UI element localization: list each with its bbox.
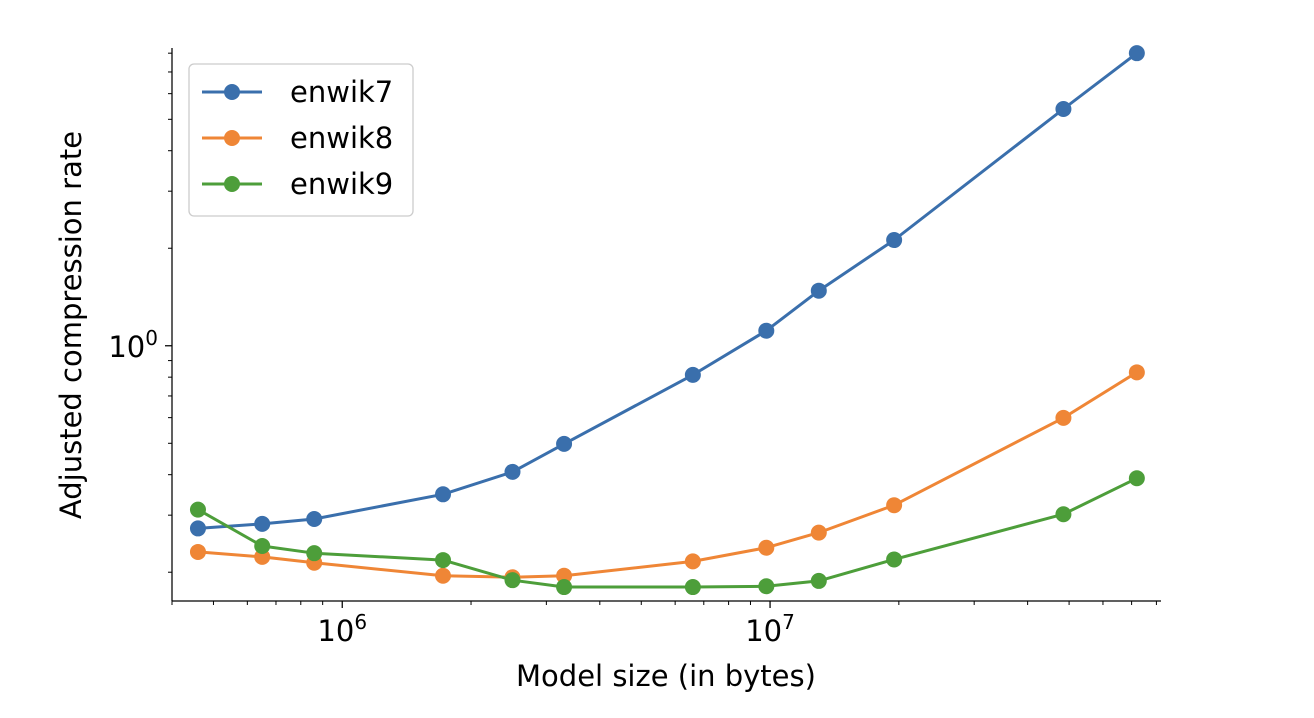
data-point-enwik9 [556, 579, 573, 596]
data-point-enwik9 [435, 552, 452, 569]
legend-label: enwik7 [290, 75, 393, 109]
legend-marker [224, 84, 240, 100]
data-point-enwik8 [189, 543, 206, 560]
data-point-enwik8 [1055, 409, 1072, 426]
data-point-enwik7 [556, 435, 573, 452]
series-enwik7 [189, 45, 1145, 537]
series-line-enwik9 [197, 476, 1138, 589]
data-point-enwik9 [1055, 506, 1072, 523]
legend-marker [224, 130, 240, 146]
series-line-enwik8 [197, 371, 1138, 579]
series-enwik8 [189, 364, 1145, 586]
axis-ticks: 106 107 100 [108, 52, 1157, 648]
data-point-enwik9 [810, 572, 827, 589]
x-tick-label: 107 [745, 610, 795, 648]
series-enwik9 [189, 470, 1145, 596]
data-point-enwik7 [189, 520, 206, 537]
x-axis-label: Model size (in bytes) [516, 659, 816, 693]
series-line-enwik7 [197, 52, 1138, 530]
legend-label: enwik8 [290, 121, 393, 155]
data-point-enwik7 [435, 486, 452, 503]
x-tick-label: 106 [317, 610, 367, 648]
y-axis-label: Adjusted compression rate [54, 131, 88, 519]
data-point-enwik7 [504, 463, 521, 480]
data-point-enwik8 [758, 539, 775, 556]
data-point-enwik9 [1128, 470, 1145, 487]
data-point-enwik9 [189, 501, 206, 518]
data-point-enwik7 [684, 366, 701, 383]
data-point-enwik9 [684, 579, 701, 596]
data-point-enwik9 [306, 545, 323, 562]
data-point-enwik9 [254, 537, 271, 554]
series-layer [189, 45, 1145, 596]
data-point-enwik9 [886, 551, 903, 568]
legend-label: enwik9 [290, 167, 393, 201]
data-point-enwik7 [758, 322, 775, 339]
data-point-enwik7 [306, 510, 323, 527]
data-point-enwik8 [1128, 364, 1145, 381]
data-point-enwik9 [758, 578, 775, 595]
data-point-enwik8 [556, 567, 573, 584]
legend: enwik7 enwik8 enwik9 [188, 63, 414, 217]
legend-item-enwik9: enwik9 [202, 167, 393, 201]
legend-item-enwik8: enwik8 [202, 121, 393, 155]
data-point-enwik7 [1055, 101, 1072, 118]
data-point-enwik8 [810, 524, 827, 541]
data-point-enwik8 [886, 497, 903, 514]
data-point-enwik7 [254, 515, 271, 532]
data-point-enwik8 [435, 567, 452, 584]
legend-marker [224, 176, 240, 192]
data-point-enwik8 [684, 553, 701, 570]
legend-item-enwik7: enwik7 [202, 75, 393, 109]
y-tick-label: 100 [108, 326, 158, 364]
data-point-enwik9 [504, 572, 521, 589]
data-point-enwik7 [1128, 45, 1145, 62]
legend-frame [188, 63, 414, 217]
data-point-enwik7 [810, 282, 827, 299]
data-point-enwik7 [886, 232, 903, 249]
